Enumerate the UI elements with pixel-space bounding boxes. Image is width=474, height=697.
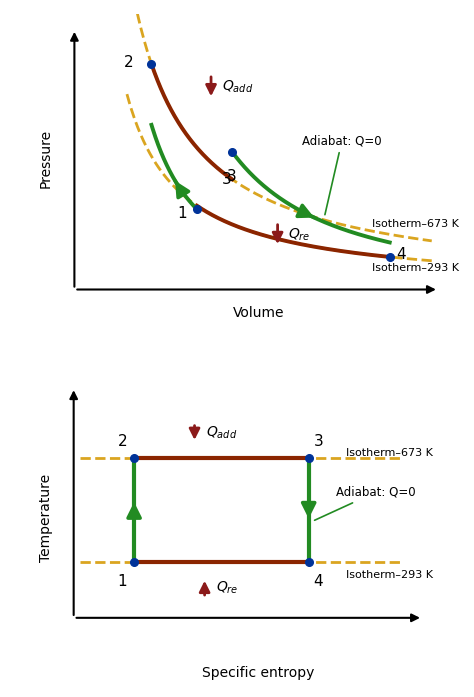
Text: $Q_{re}$: $Q_{re}$ — [216, 580, 239, 596]
Text: 2: 2 — [118, 434, 128, 450]
X-axis label: Volume: Volume — [233, 306, 284, 320]
Text: Isotherm–673 K: Isotherm–673 K — [372, 220, 459, 229]
Text: 4: 4 — [314, 574, 323, 588]
Text: Adiabat: Q=0: Adiabat: Q=0 — [315, 486, 415, 520]
Text: 2: 2 — [124, 55, 134, 70]
Text: Adiabat: Q=0: Adiabat: Q=0 — [302, 135, 382, 215]
Text: 1: 1 — [118, 574, 128, 588]
Text: 3: 3 — [227, 169, 237, 184]
Text: 3: 3 — [314, 434, 323, 450]
Y-axis label: Temperature: Temperature — [39, 474, 53, 562]
Text: $Q_{add}$: $Q_{add}$ — [206, 424, 237, 441]
Text: 4: 4 — [397, 247, 406, 262]
Text: 1: 1 — [177, 206, 186, 220]
X-axis label: Specific entropy: Specific entropy — [202, 666, 315, 680]
Text: $Q_{add}$: $Q_{add}$ — [221, 78, 253, 95]
Text: Isotherm–293 K: Isotherm–293 K — [372, 263, 459, 273]
Text: Isotherm–293 K: Isotherm–293 K — [346, 569, 433, 580]
Y-axis label: Pressure: Pressure — [39, 128, 53, 187]
Text: Isotherm–673 K: Isotherm–673 K — [346, 447, 432, 458]
Text: $Q_{re}$: $Q_{re}$ — [288, 227, 310, 243]
Text: 3: 3 — [222, 171, 232, 187]
